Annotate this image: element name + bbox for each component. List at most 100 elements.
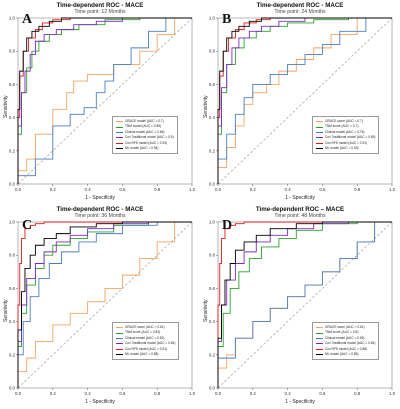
legend-item: Clinical model (AUC = 0.66) — [116, 130, 174, 135]
y-axis-label: Sensitivity — [203, 95, 209, 118]
roc-series-line — [217, 221, 392, 388]
x-tick-label: 1.0 — [189, 187, 196, 192]
reference-diagonal — [217, 221, 393, 389]
legend-item: Clinical model (AUC = 0.82) — [116, 336, 175, 341]
legend-label: ML model (AUC = 0.88) — [125, 352, 159, 357]
legend-swatch — [116, 126, 123, 128]
legend-swatch — [316, 332, 323, 334]
x-tick-label: 0.0 — [215, 391, 222, 396]
legend-label: ML model (AUC = 0.93) — [325, 146, 359, 151]
roc-series-line — [217, 17, 392, 184]
legend-item: GRACE score (AUC = 0.7) — [316, 119, 375, 124]
legend-label: TNM model (AUC = 0.89) — [125, 124, 162, 129]
x-tick-label: 0.2 — [50, 391, 57, 396]
legend-item: Cox Traditional model (AUC = 0.9) — [116, 135, 174, 140]
roc-series-line — [17, 17, 192, 184]
x-tick-label: 0.0 — [15, 187, 22, 192]
legend-swatch — [316, 148, 323, 150]
panel-letter: C — [22, 218, 33, 233]
x-tick-label: 0.2 — [250, 391, 257, 396]
legend-item: ML model (AUC = 0.88) — [116, 352, 175, 357]
roc-series-line — [17, 17, 192, 184]
legend-label: Clinical model (AUC = 0.76) — [325, 129, 365, 134]
x-tick-label: 0.4 — [285, 391, 292, 396]
legend-label: Cox RFS model (AUC = 0.93) — [125, 140, 168, 145]
reference-diagonal — [17, 221, 193, 389]
roc-plot-b: 0.0 0.2 0.4 0.6 0.8 1.0 0.0 0.2 0.4 0.6 0.8 1.0 — [209, 16, 396, 193]
roc-series-line — [17, 221, 192, 388]
legend-swatch — [316, 327, 323, 329]
x-tick-label: 0.2 — [50, 187, 57, 192]
roc-series-line — [217, 221, 392, 388]
x-tick-label: 0.8 — [154, 391, 161, 396]
legend-label: GRACE model (AUC = 0.7) — [125, 119, 164, 123]
legend-swatch — [116, 142, 123, 144]
roc-plot-c: 0.0 0.2 0.4 0.6 0.8 1.0 0.0 0.2 0.4 0.6 0.8 1.0 — [9, 220, 196, 397]
legend-swatch — [316, 121, 323, 123]
chart-subtitle: Time point: 36 Months — [74, 213, 126, 219]
legend-item: ML model (AUC = 0.85) — [316, 352, 375, 357]
legend-swatch — [116, 354, 123, 356]
x-tick-label: 0.6 — [319, 391, 326, 396]
legend-label: Clinical model (AUC = 0.65) — [325, 335, 365, 340]
y-tick-label: 0.6 — [209, 82, 216, 87]
y-tick-label: 0.2 — [9, 352, 16, 357]
roc-series-line — [217, 17, 392, 184]
legend-swatch — [316, 354, 323, 356]
chart-legend: GRACE score (AUC = 0.61) TNM score (AUC =… — [312, 322, 380, 361]
legend-swatch — [316, 338, 323, 340]
legend-swatch — [116, 343, 123, 345]
reference-diagonal — [217, 17, 393, 185]
roc-series-line — [217, 221, 392, 388]
y-tick-label: 0.4 — [209, 319, 216, 324]
legend-label: Cox Traditional model (AUC = 0.84) — [125, 341, 176, 346]
legend-item: TNM score (AUC = 0.8) — [316, 330, 375, 335]
roc-series-line — [17, 17, 192, 184]
y-tick-label: 0.0 — [9, 182, 16, 187]
x-tick-label: 0.0 — [15, 391, 22, 396]
legend-label: Cox Traditional model (AUC = 0.89) — [325, 135, 376, 140]
chart-title: Time-dependent ROC - MACE — [256, 2, 344, 9]
chart-subtitle: Time point: 12 Months — [74, 9, 126, 15]
legend-swatch — [316, 142, 323, 144]
legend-label: GRACE score (AUC = 0.61) — [325, 325, 365, 329]
chart-title: Time-dependent ROC - MACE — [56, 2, 144, 9]
legend-label: Clinical model (AUC = 0.82) — [125, 335, 165, 340]
chart-subtitle: Time point: 24 Months — [274, 9, 326, 15]
chart-legend: GRACE score (AUC = 0.7) TNM score (AUC = … — [312, 116, 380, 155]
legend-item: TNM score (AUC = 0.83) — [116, 330, 175, 335]
legend-swatch — [316, 126, 323, 128]
legend-item: ML model (AUC = 0.93) — [316, 146, 375, 151]
legend-label: Cox Traditional model (AUC = 0.84) — [325, 341, 376, 346]
reference-diagonal — [17, 17, 193, 185]
x-tick-label: 0.4 — [85, 187, 92, 192]
y-tick-label: 0.2 — [209, 148, 216, 153]
legend-item: TNM score (AUC = 0.7) — [316, 124, 375, 129]
roc-series-line — [17, 221, 192, 388]
legend-swatch — [316, 343, 323, 345]
roc-plot-d: 0.0 0.2 0.4 0.6 0.8 1.0 0.0 0.2 0.4 0.6 0.8 1.0 — [209, 220, 396, 397]
legend-item: Cox RFS model (AUC = 0.91) — [316, 141, 375, 146]
x-tick-label: 0.2 — [250, 187, 257, 192]
x-tick-label: 1.0 — [389, 187, 396, 192]
y-tick-label: 1.0 — [9, 16, 16, 21]
legend-item: Clinical model (AUC = 0.76) — [316, 130, 375, 135]
legend-swatch — [116, 338, 123, 340]
legend-label: ML model (AUC = 0.94) — [125, 146, 159, 151]
legend-item: Cox Traditional model (AUC = 0.89) — [316, 135, 375, 140]
legend-label: TNM score (AUC = 0.83) — [125, 330, 161, 335]
x-tick-label: 1.0 — [389, 391, 396, 396]
legend-item: Clinical model (AUC = 0.65) — [316, 336, 375, 341]
y-tick-label: 0.4 — [9, 115, 16, 120]
legend-swatch — [116, 148, 123, 150]
y-axis-label: Sensitivity — [3, 95, 9, 118]
y-tick-label: 0.2 — [209, 352, 216, 357]
legend-item: GRACE score (AUC = 0.61) — [316, 325, 375, 330]
y-tick-label: 0.6 — [9, 286, 16, 291]
y-axis-label: Sensitivity — [3, 299, 9, 322]
panel-letter: B — [222, 12, 232, 27]
legend-swatch — [316, 348, 323, 350]
x-tick-label: 0.0 — [215, 187, 222, 192]
x-tick-label: 0.6 — [119, 187, 126, 192]
roc-series-line — [217, 221, 392, 388]
